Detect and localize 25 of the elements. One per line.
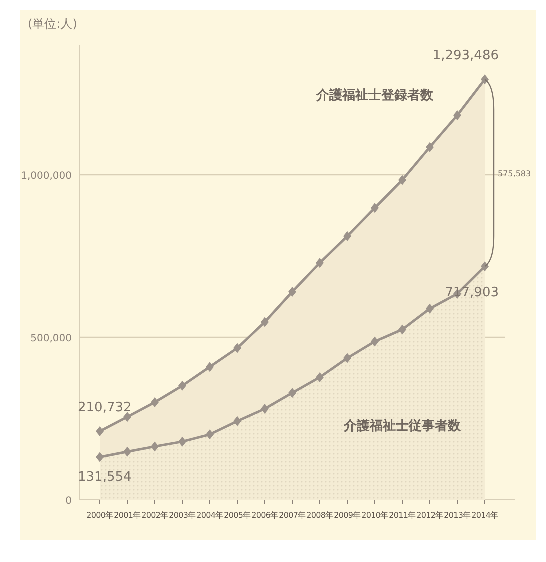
- data-label: 131,554: [78, 470, 132, 486]
- x-tick-label: 2010年: [362, 511, 389, 520]
- x-tick-label: 2000年: [86, 511, 114, 520]
- x-tick-label: 2005年: [224, 511, 252, 520]
- x-tick-label: 2008年: [306, 511, 334, 520]
- series-label: 介護福祉士従事者数: [343, 418, 462, 434]
- x-tick-label: 2014年: [472, 511, 499, 520]
- x-tick-label: 2001年: [114, 511, 142, 520]
- x-tick-label: 2002年: [142, 511, 169, 520]
- data-label: 210,732: [78, 400, 132, 416]
- x-tick-label: 2009年: [334, 511, 362, 520]
- annotation: 575,583: [498, 169, 532, 178]
- x-tick-label: 2004年: [196, 511, 224, 520]
- x-tick-label: 2012年: [416, 511, 444, 520]
- y-tick-label: 500,000: [30, 334, 72, 344]
- x-tick-label: 2013年: [444, 511, 472, 520]
- x-tick-label: 2007年: [279, 511, 306, 520]
- y-axis-title: (単位:人): [28, 17, 78, 31]
- x-tick-label: 2006年: [252, 511, 279, 520]
- series-label: 介護福祉士登録者数: [316, 88, 434, 104]
- x-tick-label: 2003年: [169, 511, 196, 520]
- x-tick-label: 2011年: [389, 511, 416, 520]
- data-label: 1,293,486: [432, 48, 499, 64]
- y-tick-label: 1,000,000: [21, 171, 72, 182]
- y-tick-label: 0: [66, 496, 72, 507]
